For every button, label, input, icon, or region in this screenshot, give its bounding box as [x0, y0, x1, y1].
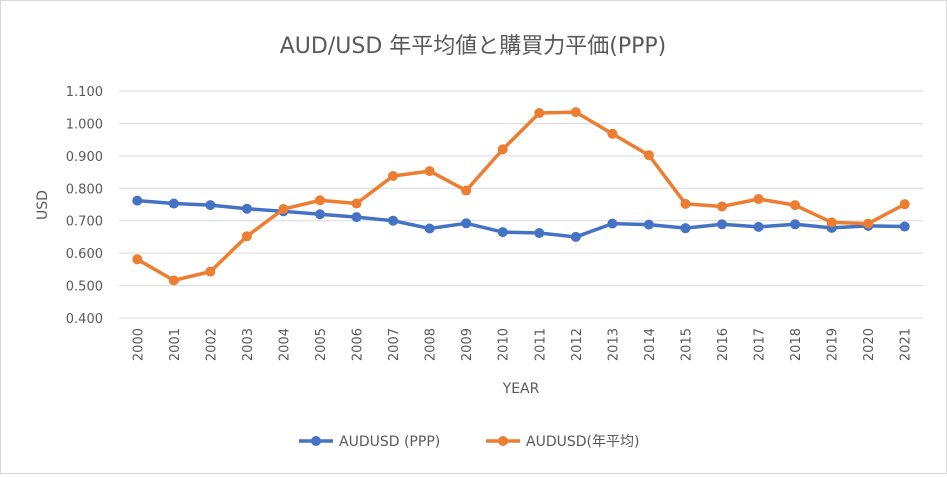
- data-point: [717, 201, 727, 212]
- data-point: [497, 144, 508, 155]
- x-tick-label: 2002: [204, 328, 219, 361]
- gridlines: [119, 90, 923, 319]
- data-point: [863, 218, 874, 229]
- data-point: [461, 218, 472, 229]
- legend-marker: [311, 436, 321, 446]
- data-point: [205, 266, 216, 277]
- x-tick-label: 2021: [899, 328, 914, 361]
- data-point: [424, 166, 435, 177]
- data-point: [607, 128, 618, 139]
- x-tick-label: 2000: [131, 328, 146, 361]
- data-point: [570, 107, 581, 118]
- legend-label: AUDUSD (PPP): [339, 434, 440, 450]
- x-tick-label: 2007: [387, 328, 402, 361]
- x-tick-label: 2004: [277, 328, 292, 361]
- chart-title: AUD/USD 年平均値と購買力平価(PPP): [280, 34, 666, 59]
- legend-label: AUDUSD(年平均): [526, 434, 639, 450]
- data-point: [753, 221, 764, 232]
- series-line: [136, 110, 906, 283]
- x-tick-label: 2001: [168, 328, 183, 361]
- x-tick-labels: 2000 2001 2002 2003 2004 2005 2006 2007 2008 2009…: [131, 328, 913, 361]
- x-tick-label: 2014: [643, 328, 658, 361]
- x-tick-label: 2016: [716, 328, 731, 361]
- data-point: [753, 193, 764, 204]
- data-point: [643, 150, 654, 161]
- x-tick-label: 2019: [826, 328, 841, 361]
- x-axis-label: YEAR: [502, 381, 540, 397]
- data-point: [607, 218, 618, 229]
- data-point: [790, 200, 801, 211]
- x-tick-label: 2009: [460, 328, 475, 361]
- y-tick-label: 0.800: [66, 182, 103, 197]
- y-tick-label: 0.500: [66, 280, 103, 295]
- y-tick-label: 1.100: [66, 85, 103, 100]
- legend: AUDUSD (PPP) AUDUSD(年平均): [299, 434, 639, 450]
- x-tick-label: 2013: [606, 328, 621, 361]
- data-point: [351, 198, 362, 209]
- x-tick-label: 2010: [497, 328, 512, 361]
- x-tick-label: 2008: [424, 328, 439, 361]
- y-axis-label: USD: [35, 190, 51, 220]
- data-point: [241, 203, 252, 214]
- data-point: [790, 219, 801, 230]
- x-tick-label: 2012: [570, 328, 585, 361]
- legend-marker: [498, 436, 508, 446]
- data-point: [388, 170, 399, 181]
- x-tick-label: 2018: [789, 328, 804, 361]
- y-tick-label: 0.900: [66, 150, 103, 165]
- data-point: [643, 219, 654, 230]
- data-point: [680, 198, 691, 209]
- data-point: [424, 223, 435, 234]
- data-point: [534, 228, 545, 239]
- data-point: [899, 221, 910, 232]
- x-tick-label: 2005: [314, 328, 329, 361]
- data-point: [132, 195, 143, 206]
- x-tick-label: 2017: [753, 328, 768, 361]
- y-tick-label: 0.700: [66, 215, 103, 230]
- data-point: [205, 200, 216, 211]
- data-point: [241, 231, 252, 242]
- data-point: [461, 185, 472, 196]
- y-tick-label: 0.600: [66, 247, 103, 262]
- data-point: [497, 227, 508, 238]
- y-tick-label: 0.400: [66, 312, 103, 327]
- data-point: [717, 219, 727, 230]
- data-point: [534, 108, 545, 119]
- y-tick-label: 1.000: [66, 117, 103, 132]
- series-line: [137, 198, 905, 239]
- x-tick-label: 2015: [679, 328, 694, 361]
- data-point: [315, 195, 325, 206]
- legend-item: AUDUSD(年平均): [486, 434, 639, 450]
- data-point: [826, 217, 837, 228]
- series-group: [132, 107, 910, 286]
- data-point: [570, 231, 581, 242]
- data-point: [278, 204, 289, 215]
- data-point: [168, 198, 179, 209]
- data-point: [168, 275, 179, 286]
- data-point: [315, 209, 325, 220]
- data-point: [351, 212, 362, 223]
- x-tick-label: 2006: [351, 328, 366, 361]
- x-tick-label: 2011: [533, 328, 548, 361]
- x-tick-label: 2003: [241, 328, 256, 361]
- x-tick-label: 2020: [862, 328, 877, 361]
- data-point: [680, 223, 691, 234]
- legend-item: AUDUSD (PPP): [299, 434, 440, 450]
- data-point: [388, 215, 399, 226]
- data-point: [132, 254, 143, 265]
- data-point: [899, 199, 910, 210]
- y-tick-labels: 0.400 0.500 0.600 0.700 0.800 0.900 1.000 1.100: [66, 85, 103, 327]
